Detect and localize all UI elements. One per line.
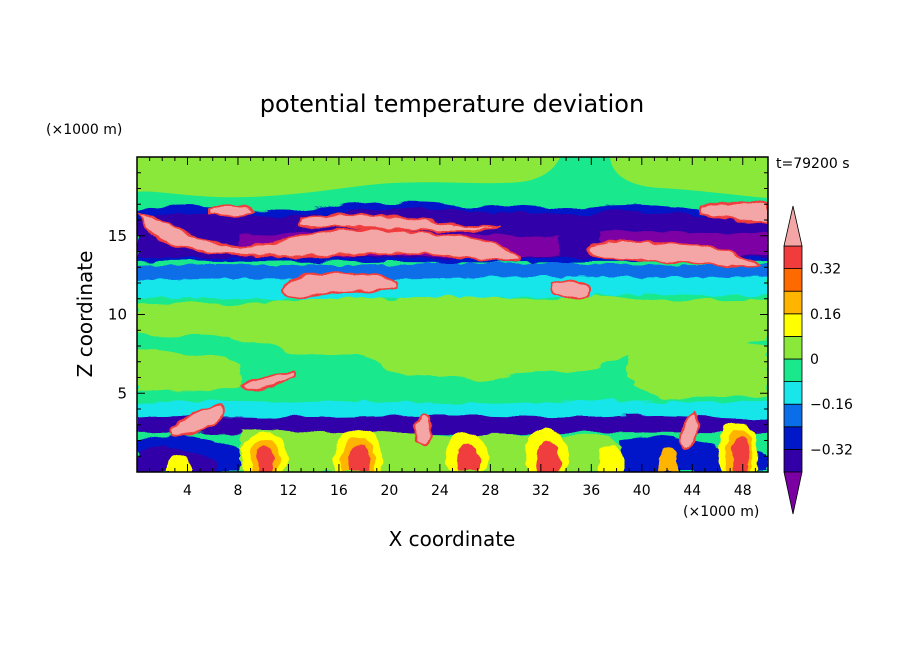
time-label: t=79200 s: [776, 156, 850, 172]
y-axis: 5 10 15: [108, 172, 768, 457]
x-tick-label: 20: [380, 483, 398, 499]
y-tick-label: 5: [117, 384, 127, 402]
colorbar-swatch: [783, 358, 803, 383]
x-tick-label: 24: [431, 483, 449, 499]
colorbar-swatch: [783, 313, 803, 337]
x-tick-label: 16: [330, 483, 348, 499]
thermal-red: [732, 436, 750, 472]
thermal-red: [536, 441, 561, 472]
thermal-yellow: [598, 444, 624, 472]
mid-positive-streak: [238, 368, 296, 391]
x-tick-label: 8: [233, 483, 242, 499]
x-axis-label: X coordinate: [389, 527, 516, 551]
colorbar-label: 0.32: [810, 262, 841, 278]
chart-title: potential temperature deviation: [260, 90, 644, 118]
x-tick-label: 4: [183, 483, 192, 499]
positive-filament-top: [299, 213, 501, 233]
x-tick-label: 48: [734, 483, 752, 499]
y-tick-label: 10: [108, 306, 127, 324]
mid-light-green-patch: [626, 343, 768, 400]
plot-area: [137, 157, 768, 472]
colorbar-swatch: [783, 381, 803, 405]
colorbar-label: 0.16: [810, 307, 841, 323]
x-tick-label: 12: [280, 483, 298, 499]
lower-positive-filament: [170, 402, 227, 437]
x-tick-label: 40: [633, 483, 651, 499]
upper-light-green-region-right: [610, 157, 768, 198]
x-tick-label: 32: [532, 483, 550, 499]
x-axis-unit: (×1000 m): [683, 504, 759, 520]
positive-filament-right: [587, 240, 763, 269]
lower-navy-band: [137, 414, 768, 436]
lower-positive-plume: [678, 410, 699, 449]
thermal-red: [456, 443, 481, 472]
thermal-orange: [658, 447, 678, 472]
colorbar-label: 0: [810, 352, 819, 368]
colorbar: 0.32 0.16 0 −0.16 −0.32: [783, 205, 853, 515]
thermal-yellow: [166, 455, 190, 472]
x-tick-label: 36: [582, 483, 600, 499]
positive-filament-upper: [138, 212, 522, 262]
positive-filament-upper-left: [209, 204, 258, 217]
colorbar-bottom-arrow: [783, 471, 803, 515]
x-tick-label: 28: [481, 483, 499, 499]
lower-positive-plume: [414, 412, 432, 446]
tropopause-blue-band: [137, 262, 768, 280]
thermal-red: [348, 443, 371, 472]
colorbar-swatch: [783, 290, 803, 315]
x-tick-label: 44: [683, 483, 701, 499]
x-axis: 4 8 12 16 20 24 28 32 36 40 44 48: [149, 157, 756, 499]
positive-filament-right-top: [699, 201, 768, 226]
mid-light-green-patch: [137, 348, 243, 393]
y-tick-label: 15: [108, 227, 127, 245]
colorbar-swatch: [783, 245, 803, 270]
thermal-red: [257, 446, 275, 472]
positive-filament-mid: [282, 271, 398, 300]
colorbar-swatch: [783, 335, 803, 360]
colorbar-swatch: [783, 403, 803, 428]
mid-light-green-region: [137, 293, 768, 381]
y-axis-label: Z coordinate: [73, 251, 97, 378]
colorbar-top-arrow: [783, 205, 803, 247]
positive-filament-small: [550, 279, 590, 300]
colorbar-swatch: [783, 268, 803, 292]
colorbar-label: −0.32: [810, 442, 853, 458]
colorbar-swatch: [783, 448, 803, 473]
upper-light-green-region: [137, 157, 560, 198]
colorbar-label: −0.16: [810, 397, 853, 413]
y-axis-unit: (×1000 m): [46, 122, 122, 138]
colorbar-swatch: [783, 426, 803, 450]
